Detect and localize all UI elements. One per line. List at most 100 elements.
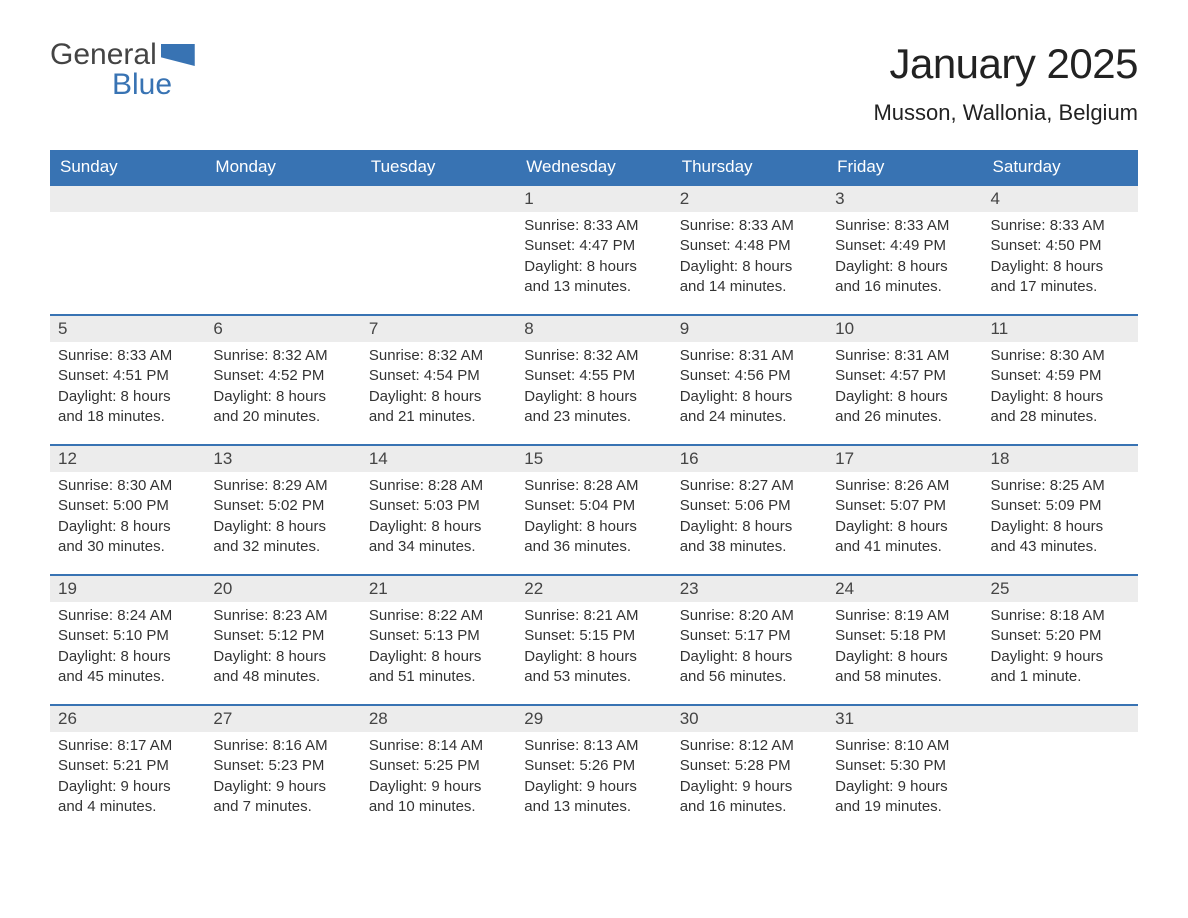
day-cell: 18Sunrise: 8:25 AMSunset: 5:09 PMDayligh…: [983, 446, 1138, 574]
sunrise-line: Sunrise: 8:23 AM: [213, 606, 352, 626]
sunset-label: Sunset:: [58, 367, 113, 384]
day-cell: 4Sunrise: 8:33 AMSunset: 4:50 PMDaylight…: [983, 186, 1138, 314]
daylight-label: Daylight:: [524, 648, 587, 665]
sunrise-label: Sunrise:: [524, 737, 583, 754]
day-number: 27: [205, 706, 360, 732]
daylight-line: Daylight: 9 hours and 19 minutes.: [835, 777, 974, 818]
day-number: 17: [827, 446, 982, 472]
day-header: Friday: [827, 150, 982, 184]
sunrise-value: 8:33 AM: [583, 217, 638, 234]
daylight-label: Daylight:: [991, 518, 1054, 535]
sunrise-label: Sunrise:: [991, 477, 1050, 494]
day-cell: [361, 186, 516, 314]
daylight-line: Daylight: 8 hours and 53 minutes.: [524, 647, 663, 688]
day-cell: 13Sunrise: 8:29 AMSunset: 5:02 PMDayligh…: [205, 446, 360, 574]
daylight-line: Daylight: 8 hours and 51 minutes.: [369, 647, 508, 688]
daylight-label: Daylight:: [835, 518, 898, 535]
daylight-label: Daylight:: [369, 518, 432, 535]
day-number: 30: [672, 706, 827, 732]
sunrise-label: Sunrise:: [524, 477, 583, 494]
logo-text-1: General: [50, 40, 157, 70]
sunrise-line: Sunrise: 8:28 AM: [524, 476, 663, 496]
sunset-line: Sunset: 4:57 PM: [835, 366, 974, 386]
sunset-value: 5:21 PM: [113, 757, 169, 774]
day-content: Sunrise: 8:12 AMSunset: 5:28 PMDaylight:…: [672, 732, 827, 825]
sunset-label: Sunset:: [58, 757, 113, 774]
sunset-value: 5:07 PM: [890, 497, 946, 514]
sunset-label: Sunset:: [58, 627, 113, 644]
sunset-line: Sunset: 4:55 PM: [524, 366, 663, 386]
day-number: 8: [516, 316, 671, 342]
day-cell: [50, 186, 205, 314]
sunset-label: Sunset:: [369, 497, 424, 514]
sunset-line: Sunset: 4:48 PM: [680, 236, 819, 256]
daylight-line: Daylight: 8 hours and 20 minutes.: [213, 387, 352, 428]
daylight-label: Daylight:: [213, 648, 276, 665]
day-content: Sunrise: 8:27 AMSunset: 5:06 PMDaylight:…: [672, 472, 827, 565]
daylight-label: Daylight:: [680, 258, 743, 275]
day-content: Sunrise: 8:16 AMSunset: 5:23 PMDaylight:…: [205, 732, 360, 825]
sunset-value: 5:20 PM: [1046, 627, 1102, 644]
sunset-label: Sunset:: [835, 757, 890, 774]
daylight-line: Daylight: 8 hours and 26 minutes.: [835, 387, 974, 428]
day-cell: 19Sunrise: 8:24 AMSunset: 5:10 PMDayligh…: [50, 576, 205, 704]
sunset-value: 5:10 PM: [113, 627, 169, 644]
daylight-label: Daylight:: [680, 778, 743, 795]
daylight-line: Daylight: 9 hours and 13 minutes.: [524, 777, 663, 818]
daylight-line: Daylight: 8 hours and 23 minutes.: [524, 387, 663, 428]
day-number: 21: [361, 576, 516, 602]
sunset-value: 5:25 PM: [424, 757, 480, 774]
day-content: Sunrise: 8:33 AMSunset: 4:47 PMDaylight:…: [516, 212, 671, 305]
day-content: Sunrise: 8:10 AMSunset: 5:30 PMDaylight:…: [827, 732, 982, 825]
sunrise-line: Sunrise: 8:22 AM: [369, 606, 508, 626]
daylight-label: Daylight:: [213, 388, 276, 405]
empty-day: [50, 186, 205, 212]
sunset-label: Sunset:: [524, 497, 579, 514]
sunset-label: Sunset:: [835, 237, 890, 254]
sunset-value: 5:30 PM: [890, 757, 946, 774]
daylight-line: Daylight: 8 hours and 34 minutes.: [369, 517, 508, 558]
sunset-label: Sunset:: [680, 367, 735, 384]
daylight-label: Daylight:: [991, 648, 1054, 665]
daylight-label: Daylight:: [991, 388, 1054, 405]
sunrise-line: Sunrise: 8:33 AM: [58, 346, 197, 366]
sunset-value: 4:52 PM: [268, 367, 324, 384]
sunrise-line: Sunrise: 8:24 AM: [58, 606, 197, 626]
day-cell: 30Sunrise: 8:12 AMSunset: 5:28 PMDayligh…: [672, 706, 827, 834]
sunset-line: Sunset: 5:13 PM: [369, 626, 508, 646]
day-cell: 31Sunrise: 8:10 AMSunset: 5:30 PMDayligh…: [827, 706, 982, 834]
sunrise-value: 8:30 AM: [117, 477, 172, 494]
weeks-container: 1Sunrise: 8:33 AMSunset: 4:47 PMDaylight…: [50, 184, 1138, 834]
sunset-value: 5:13 PM: [424, 627, 480, 644]
sunrise-label: Sunrise:: [58, 477, 117, 494]
sunset-label: Sunset:: [369, 627, 424, 644]
sunrise-line: Sunrise: 8:32 AM: [369, 346, 508, 366]
day-cell: 21Sunrise: 8:22 AMSunset: 5:13 PMDayligh…: [361, 576, 516, 704]
sunrise-line: Sunrise: 8:28 AM: [369, 476, 508, 496]
sunset-label: Sunset:: [835, 627, 890, 644]
sunrise-value: 8:22 AM: [428, 607, 483, 624]
sunrise-label: Sunrise:: [369, 347, 428, 364]
day-content: Sunrise: 8:32 AMSunset: 4:52 PMDaylight:…: [205, 342, 360, 435]
day-header: Wednesday: [516, 150, 671, 184]
day-number: 25: [983, 576, 1138, 602]
day-number: 24: [827, 576, 982, 602]
sunset-label: Sunset:: [524, 237, 579, 254]
daylight-line: Daylight: 8 hours and 16 minutes.: [835, 257, 974, 298]
sunrise-label: Sunrise:: [680, 217, 739, 234]
day-number: 31: [827, 706, 982, 732]
sunset-line: Sunset: 5:12 PM: [213, 626, 352, 646]
sunset-line: Sunset: 4:54 PM: [369, 366, 508, 386]
daylight-label: Daylight:: [835, 258, 898, 275]
daylight-label: Daylight:: [835, 648, 898, 665]
day-number: 22: [516, 576, 671, 602]
daylight-line: Daylight: 8 hours and 56 minutes.: [680, 647, 819, 688]
sunset-line: Sunset: 5:04 PM: [524, 496, 663, 516]
sunrise-label: Sunrise:: [991, 217, 1050, 234]
sunrise-label: Sunrise:: [369, 737, 428, 754]
sunrise-label: Sunrise:: [835, 217, 894, 234]
day-number: 12: [50, 446, 205, 472]
day-cell: 26Sunrise: 8:17 AMSunset: 5:21 PMDayligh…: [50, 706, 205, 834]
daylight-label: Daylight:: [835, 388, 898, 405]
sunset-label: Sunset:: [680, 497, 735, 514]
